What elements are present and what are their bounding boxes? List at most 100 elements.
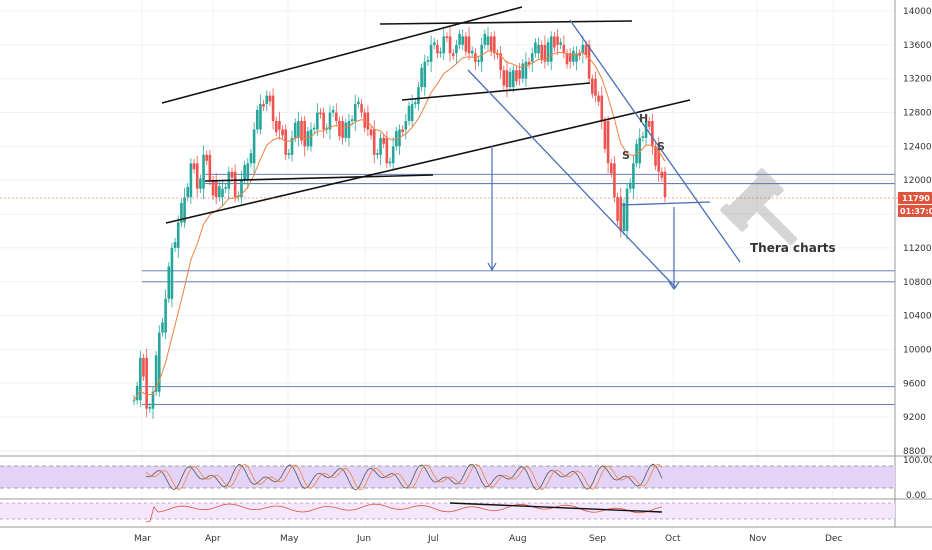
candle-body	[199, 178, 202, 189]
candle-body	[252, 129, 256, 164]
candle-body	[353, 104, 357, 121]
top-resistance-line[interactable]	[379, 20, 633, 25]
price-tick-label: 9200	[903, 413, 926, 423]
apr-support-line[interactable]	[204, 174, 434, 182]
candle-body	[249, 153, 253, 164]
price-tick-label: 9600	[903, 379, 926, 389]
price-tick-label: 11200	[903, 244, 932, 254]
candle-body	[467, 36, 471, 54]
candle-body	[663, 171, 667, 198]
falling-channel-lower[interactable]	[467, 69, 677, 289]
candle-body	[562, 44, 566, 54]
neckline[interactable]	[621, 201, 711, 206]
candle-body	[211, 180, 215, 196]
candle-body	[628, 182, 632, 189]
candle-body	[622, 203, 626, 231]
candle-body	[297, 121, 300, 138]
candle-body	[221, 188, 224, 198]
candle-body	[553, 36, 556, 48]
stoch-d-line	[145, 463, 663, 491]
candle-body	[436, 44, 439, 54]
candle-body	[347, 121, 351, 138]
rsi-pane[interactable]	[0, 498, 932, 528]
candle-body	[306, 131, 310, 147]
candle-body	[312, 127, 316, 130]
candle-body	[470, 50, 474, 54]
candle-body	[417, 87, 420, 105]
candle-body	[537, 44, 540, 54]
candle-body	[499, 53, 502, 71]
month-label: Sep	[589, 534, 606, 544]
candle-body	[376, 153, 379, 155]
candle-body	[322, 112, 325, 130]
countdown-value: 01:37:01	[900, 207, 932, 216]
head-label: H	[639, 112, 648, 125]
price-tick-label: 10400	[903, 312, 932, 322]
candle-body	[268, 95, 272, 102]
candle-body	[157, 332, 161, 392]
channel-lower-line[interactable]	[165, 99, 691, 224]
candle-body	[429, 44, 433, 62]
candle-body	[619, 197, 623, 231]
candle-body	[581, 44, 585, 54]
mid-support-line[interactable]	[401, 82, 591, 101]
stoch-lower-label: 0.00	[906, 491, 926, 501]
candle-body	[572, 50, 575, 62]
price-tick-label: 10000	[903, 345, 932, 355]
candle-body	[657, 146, 660, 172]
candle-body	[414, 102, 417, 105]
falling-channel-upper[interactable]	[569, 19, 741, 263]
candle-body	[218, 186, 221, 198]
candle-body	[401, 129, 404, 132]
candle-body	[587, 44, 591, 79]
candle-body	[300, 121, 303, 141]
candle-body	[281, 129, 284, 136]
candle-body	[654, 146, 657, 166]
month-label: May	[280, 534, 299, 544]
candle-body	[530, 53, 534, 62]
candle-body	[609, 163, 613, 174]
candle-body	[559, 42, 562, 45]
rsi-divergence-line[interactable]	[449, 502, 663, 513]
stoch-pane[interactable]: 100.00 0.00	[0, 455, 932, 501]
candle-body	[319, 112, 322, 115]
candle-body	[246, 163, 250, 181]
candle-body	[290, 137, 294, 155]
last-price-tag: 11790 01:37:01	[898, 192, 932, 217]
candle-body	[493, 36, 496, 54]
candle-body	[613, 163, 616, 198]
candle-body	[173, 242, 177, 248]
month-label: Jul	[427, 534, 439, 544]
horizontal-levels	[142, 173, 895, 405]
candle-body	[578, 53, 581, 56]
candle-body	[603, 121, 607, 149]
candle-body	[458, 33, 461, 45]
candle-body	[556, 36, 559, 45]
candlestick-series	[132, 27, 667, 419]
candle-body	[132, 400, 136, 402]
channel-upper-line[interactable]	[161, 6, 523, 104]
candle-body	[192, 163, 196, 170]
candle-body	[448, 36, 452, 54]
candle-body	[208, 154, 212, 181]
candle-body	[644, 121, 648, 138]
price-axis[interactable]: 1400013600132001280012400120001160011200…	[894, 0, 932, 527]
candle-body	[464, 36, 468, 52]
candle-body	[167, 266, 171, 299]
candle-body	[534, 42, 537, 54]
time-axis[interactable]: Mar Apr May Jun Jul Aug Sep Oct Nov Dec	[134, 534, 842, 544]
candle-body	[483, 33, 487, 45]
candle-body	[265, 95, 269, 105]
month-label: Jun	[356, 534, 371, 544]
candle-body	[565, 53, 569, 65]
candle-body	[151, 391, 155, 409]
candle-body	[632, 163, 635, 189]
candle-body	[641, 136, 645, 138]
candle-body	[638, 137, 642, 164]
candle-body	[455, 44, 458, 54]
candle-body	[391, 146, 395, 164]
candle-body	[515, 70, 518, 82]
candle-body	[451, 53, 455, 56]
candle-body	[176, 222, 180, 248]
